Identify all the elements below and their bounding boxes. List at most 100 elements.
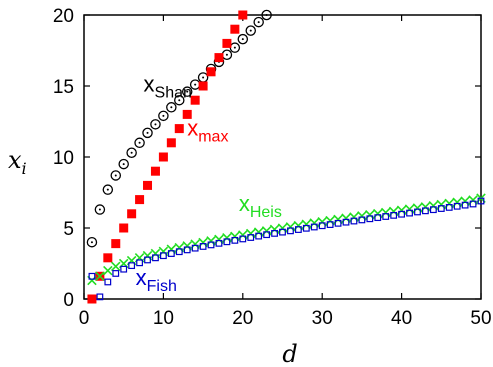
data-point xyxy=(398,210,405,218)
data-point xyxy=(215,239,223,247)
data-point xyxy=(191,244,199,252)
data-point xyxy=(214,53,224,63)
data-point xyxy=(111,239,121,249)
data-point xyxy=(104,278,112,286)
data-point xyxy=(112,270,120,277)
data-point xyxy=(279,228,286,236)
data-point xyxy=(88,272,96,280)
data-point xyxy=(175,248,183,256)
data-point xyxy=(102,184,114,195)
data-point xyxy=(143,180,153,190)
y-tick-label: 10 xyxy=(53,148,74,169)
x-tick-label: 10 xyxy=(153,308,174,329)
y-axis-title-sub: i xyxy=(22,159,27,178)
series-labels: xShan xmax xHeis xFish xyxy=(136,72,282,295)
data-point xyxy=(174,94,185,106)
data-point xyxy=(221,49,233,61)
data-point xyxy=(95,271,105,282)
data-point xyxy=(160,252,167,260)
data-point xyxy=(207,241,215,249)
data-marks xyxy=(86,9,486,304)
data-point xyxy=(103,253,113,263)
data-point xyxy=(166,102,177,113)
series-label-heis: xHeis xyxy=(239,191,282,221)
series-max xyxy=(87,10,248,304)
data-point xyxy=(197,72,209,83)
data-point xyxy=(166,138,176,148)
data-point xyxy=(135,195,145,205)
data-point xyxy=(167,250,175,257)
data-point xyxy=(87,294,97,304)
data-point xyxy=(255,232,263,240)
plot-frame xyxy=(83,14,482,300)
data-point xyxy=(136,259,143,267)
data-point xyxy=(126,147,137,158)
data-point xyxy=(366,215,374,223)
data-point xyxy=(142,127,153,139)
y-tick-label: 0 xyxy=(63,290,74,311)
data-point xyxy=(222,38,232,48)
data-point xyxy=(382,213,390,220)
data-point xyxy=(247,234,255,241)
data-point xyxy=(461,201,469,209)
series-label-max: xmax xyxy=(187,116,228,146)
data-point xyxy=(271,229,278,237)
y-axis-title: xi xyxy=(8,146,27,178)
y-tick-label: 5 xyxy=(63,219,74,240)
data-point xyxy=(128,262,136,270)
data-point xyxy=(198,81,208,91)
data-point xyxy=(390,211,398,219)
data-point xyxy=(231,236,239,244)
y-axis-title-main: x xyxy=(8,146,22,174)
y-tick-label: 15 xyxy=(53,77,74,98)
data-point xyxy=(453,202,461,210)
x-tick-label: 30 xyxy=(312,308,333,329)
data-point xyxy=(158,110,169,122)
data-point xyxy=(174,124,184,134)
data-point xyxy=(261,9,272,21)
data-point xyxy=(263,231,271,239)
data-point xyxy=(118,158,129,170)
data-point xyxy=(477,197,485,205)
data-point xyxy=(437,205,445,212)
series-label-fish: xFish xyxy=(136,265,177,295)
data-point xyxy=(342,218,350,226)
data-point xyxy=(238,10,248,20)
data-point xyxy=(206,67,216,77)
data-point xyxy=(120,265,128,273)
data-point xyxy=(287,227,294,235)
data-point xyxy=(144,256,151,264)
data-point xyxy=(302,224,310,232)
data-point xyxy=(334,219,342,227)
data-point xyxy=(158,152,168,162)
data-point xyxy=(237,33,249,45)
data-point xyxy=(190,95,200,105)
x-tick-label: 40 xyxy=(391,308,412,329)
data-point xyxy=(103,265,113,276)
series-fish xyxy=(88,197,485,301)
data-point xyxy=(318,222,326,230)
x-axis-title: d xyxy=(282,340,297,367)
data-point xyxy=(469,200,477,208)
y-tick-label: 20 xyxy=(53,6,74,27)
data-point xyxy=(199,243,207,250)
x-tick-label: 0 xyxy=(79,308,90,329)
data-point xyxy=(119,223,129,233)
data-point xyxy=(127,209,137,219)
data-point xyxy=(134,137,145,149)
data-point xyxy=(94,204,106,215)
data-point xyxy=(110,261,121,272)
data-point xyxy=(239,235,247,243)
data-point xyxy=(152,254,159,262)
data-point xyxy=(96,293,104,301)
data-point xyxy=(429,206,437,214)
data-point xyxy=(310,223,318,231)
data-point xyxy=(422,207,429,215)
data-point xyxy=(229,42,241,53)
data-point xyxy=(110,170,122,181)
data-point xyxy=(181,86,193,97)
data-point xyxy=(183,246,191,254)
series-label-shan: xShan xyxy=(144,72,192,102)
